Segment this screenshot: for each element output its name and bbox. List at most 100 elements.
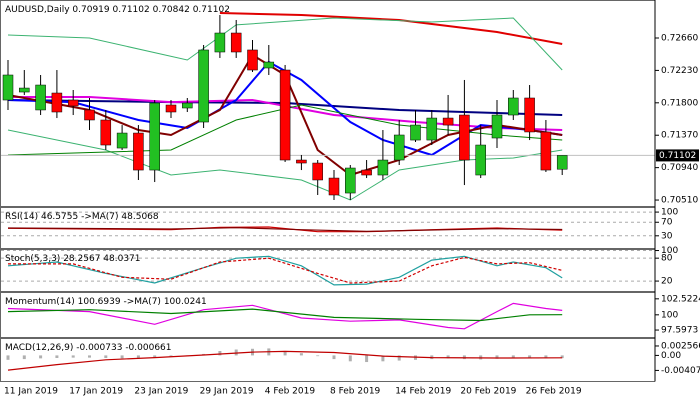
x-tick-label: 29 Jan 2019 [200,387,254,397]
histogram-bar [39,355,43,359]
y-tick-label: 100 [661,208,678,218]
histogram-bar [446,355,450,359]
indicator-name: RSI(14) [5,212,38,222]
candle-body [116,132,128,149]
candle-body [51,92,63,113]
x-tick-label: 26 Feb 2019 [526,387,582,397]
indicator-value: 46.5755 [41,212,78,222]
histogram-bar [381,355,385,362]
candle-body [524,97,535,133]
candle-body [556,155,568,170]
candle-body [442,117,454,126]
candle-body [35,84,46,111]
histogram-bar [71,355,75,358]
candle-body [491,114,503,139]
histogram-bar [283,350,287,356]
candle-body [198,49,209,123]
indicator-line [8,256,563,284]
y-tick-label: 0.72660 [661,33,698,43]
indicator-label: MACD(12,26,9) -0.000733 -0.000661 [5,343,172,353]
indicator-value: -0.000733 [76,343,122,353]
indicator-label: RSI(14) 46.5755 ->MA(7) 48.5068 [5,212,159,222]
y-tick-label: 0.72230 [661,66,698,76]
histogram-bar [544,355,548,359]
y-tick-label: 100 [661,246,678,256]
y-tick-label: 20 [661,277,673,287]
indicator-value: -0.000661 [125,343,171,353]
candle-body [475,144,486,176]
y-tick-label: 0.00 [661,351,681,361]
indicator-name: ->MA(7) [81,212,118,222]
indicator-name: ->MA(7) [123,297,160,307]
x-tick-label: 17 Jan 2019 [69,387,123,397]
title-close: 0.71102 [193,5,230,15]
y-tick-label: 102.5224 [661,294,700,304]
y-tick-label: 0.70510 [661,196,698,206]
histogram-bar [348,355,352,362]
histogram-bar [560,355,564,359]
candle-body [19,87,30,93]
price-tag-label: 0.71102 [659,151,696,161]
title-open: 0.70919 [72,5,109,15]
candle-body [345,167,356,194]
indicator-line [7,227,563,233]
histogram-bar [6,355,10,360]
y-tick-label: 97.5973 [661,326,698,336]
indicator-value: 48.0371 [103,254,140,264]
x-tick-label: 14 Feb 2019 [395,387,451,397]
y-tick-label: -0.004074 [661,366,700,376]
indicator-value: 28.2567 [63,254,100,264]
x-tick-label: 4 Feb 2019 [265,387,316,397]
candle-body [247,49,258,71]
candle-body [230,32,242,53]
candle-body [410,124,421,141]
indicator-name: Stoch(5,3,3) [5,254,60,264]
indicator-line [7,350,563,371]
indicator-line [7,255,563,286]
y-tick-label: 30 [661,231,673,241]
candle-body [149,102,160,171]
candle-body [540,131,552,171]
candle-body [214,32,226,53]
y-tick-label: 80 [661,254,673,264]
histogram-bar [495,355,499,359]
chart-title: AUDUSD,Daily 0.70919 0.71102 0.70842 0.7… [5,5,230,15]
histogram-bar [120,355,124,359]
y-tick-label: 0.71800 [661,98,698,108]
histogram-bar [528,355,532,358]
x-tick-label: 23 Jan 2019 [134,387,188,397]
indicator-line [219,12,563,45]
x-tick-label: 20 Feb 2019 [460,387,516,397]
indicator-label: Stoch(5,3,3) 28.2567 48.0371 [5,254,141,264]
candle-body [133,132,144,171]
histogram-bar [332,355,336,360]
histogram-bar [397,355,401,361]
x-tick-label: 8 Feb 2019 [330,387,381,397]
indicator-line [7,302,563,330]
candle-body [426,117,438,141]
candle-body [100,119,112,146]
candle-body [459,114,470,161]
y-tick-label: 0.002566 [661,341,700,351]
histogram-bar [299,353,303,356]
histogram-bar [511,355,515,358]
indicator-name: MACD(12,26,9) [5,343,73,353]
histogram-bar [55,355,59,358]
y-tick-label: 0.70940 [661,163,698,173]
x-tick-label: 11 Jan 2019 [4,387,58,397]
indicator-line [7,308,563,322]
candle-body [165,104,177,113]
indicator-line [7,17,563,71]
title-low: 0.70842 [153,5,190,15]
candle-body [361,169,372,176]
histogram-bar [218,350,222,356]
indicator-line [7,60,563,157]
title-high: 0.71102 [113,5,150,15]
candle-body [2,74,14,101]
histogram-bar [153,355,157,358]
indicator-name: Momentum(14) [5,297,75,307]
price-tag [656,149,699,162]
indicator-value: 100.6939 [78,297,121,307]
candle-body [393,134,405,161]
